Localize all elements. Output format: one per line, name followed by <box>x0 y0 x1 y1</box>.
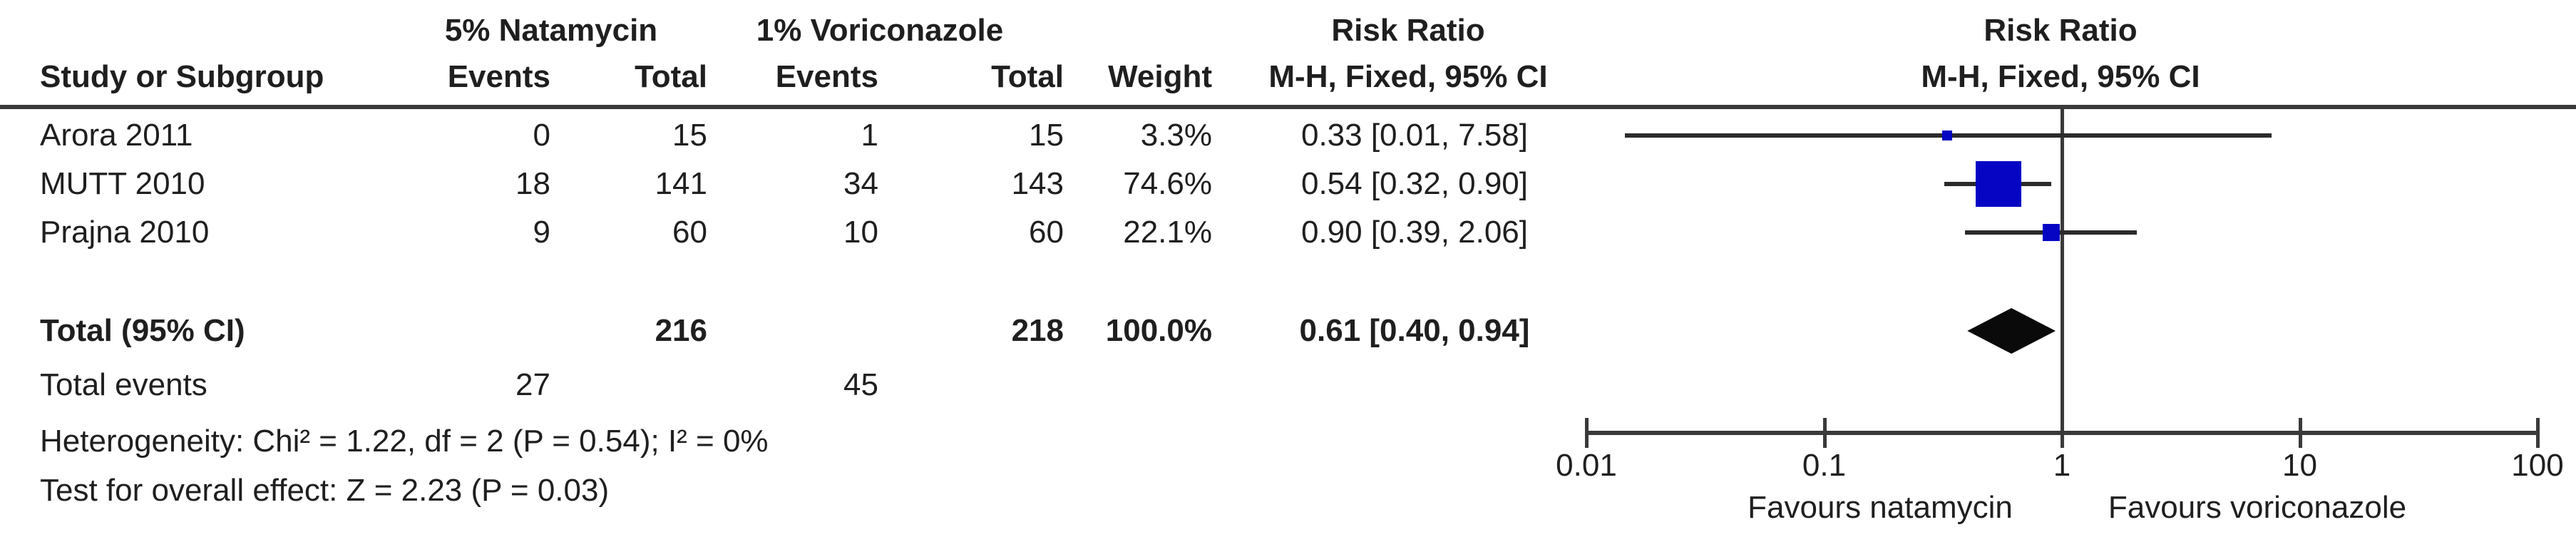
risk-ratio-plot-header: Risk Ratio <box>1984 13 2138 48</box>
ci-text-cell: 0.33 [0.01, 7.58] <box>1300 118 1529 153</box>
total-1-cell: 15 <box>672 118 707 153</box>
events-2-cell: 10 <box>843 215 878 250</box>
total-2-cell: 15 <box>1029 118 1064 153</box>
column-header-study: Study or Subgroup <box>40 59 324 94</box>
axis-tick-label: 1 <box>2053 448 2071 483</box>
axis-tick <box>2536 418 2540 448</box>
ci-text-cell: 0.54 [0.32, 0.90] <box>1300 166 1529 201</box>
group1-header: 5% Natamycin <box>444 13 658 48</box>
column-header-events-1: Events <box>447 59 550 94</box>
events-1-cell: 9 <box>533 215 550 250</box>
weight-cell: 3.3% <box>1140 118 1212 153</box>
total-2-sum: 218 <box>1011 313 1064 348</box>
total-1-sum: 216 <box>655 313 707 348</box>
weight-cell: 22.1% <box>1123 215 1212 250</box>
total-events-2: 45 <box>843 367 878 402</box>
column-header-total-1: Total <box>635 59 707 94</box>
overall-effect-text: Test for overall effect: Z = 2.23 (P = 0… <box>40 473 610 508</box>
axis-tick-label: 0.01 <box>1556 448 1617 483</box>
axis-tick-label: 100 <box>2511 448 2564 483</box>
column-header-weight: Weight <box>1108 59 1212 94</box>
heterogeneity-text: Heterogeneity: Chi² = 1.22, df = 2 (P = … <box>40 424 769 459</box>
method-column-header: M-H, Fixed, 95% CI <box>1268 59 1548 94</box>
total-events-1: 27 <box>515 367 550 402</box>
events-1-cell: 0 <box>533 118 550 153</box>
risk-ratio-column-header: Risk Ratio <box>1331 13 1485 48</box>
effect-square <box>2042 224 2060 241</box>
ci-text-cell: 0.90 [0.39, 2.06] <box>1300 215 1529 250</box>
study-name: Prajna 2010 <box>40 215 210 250</box>
events-2-cell: 34 <box>843 166 878 201</box>
group2-header: 1% Voriconazole <box>756 13 1004 48</box>
weight-cell: 74.6% <box>1123 166 1212 201</box>
study-name: MUTT 2010 <box>40 166 205 201</box>
study-name: Arora 2011 <box>40 118 193 153</box>
column-header-events-2: Events <box>775 59 878 94</box>
total-1-cell: 60 <box>672 215 707 250</box>
total-ci-text: 0.61 [0.40, 0.94] <box>1299 313 1530 348</box>
null-effect-line <box>2061 109 2064 435</box>
effect-square <box>1975 161 2021 207</box>
total-row-label: Total (95% CI) <box>40 313 245 348</box>
axis-tick-label: 0.1 <box>1802 448 1847 483</box>
axis-tick <box>2061 418 2064 448</box>
axis-tick <box>1585 418 1589 448</box>
events-2-cell: 1 <box>861 118 878 153</box>
events-1-cell: 18 <box>515 166 550 201</box>
total-1-cell: 141 <box>655 166 707 201</box>
total-2-cell: 60 <box>1029 215 1064 250</box>
axis-tick <box>1822 418 1827 448</box>
summary-diamond <box>1967 308 2056 354</box>
axis-tick <box>2298 418 2302 448</box>
total-weight: 100.0% <box>1105 313 1212 348</box>
total-2-cell: 143 <box>1011 166 1064 201</box>
favours-right-label: Favours voriconazole <box>2108 490 2407 525</box>
effect-square <box>1942 131 1953 140</box>
total-events-label: Total events <box>40 367 207 402</box>
column-header-total-2: Total <box>991 59 1064 94</box>
axis-tick-label: 10 <box>2282 448 2317 483</box>
favours-left-label: Favours natamycin <box>1748 490 2013 525</box>
method-plot-header: M-H, Fixed, 95% CI <box>1921 59 2200 94</box>
header-rule <box>0 105 2576 109</box>
